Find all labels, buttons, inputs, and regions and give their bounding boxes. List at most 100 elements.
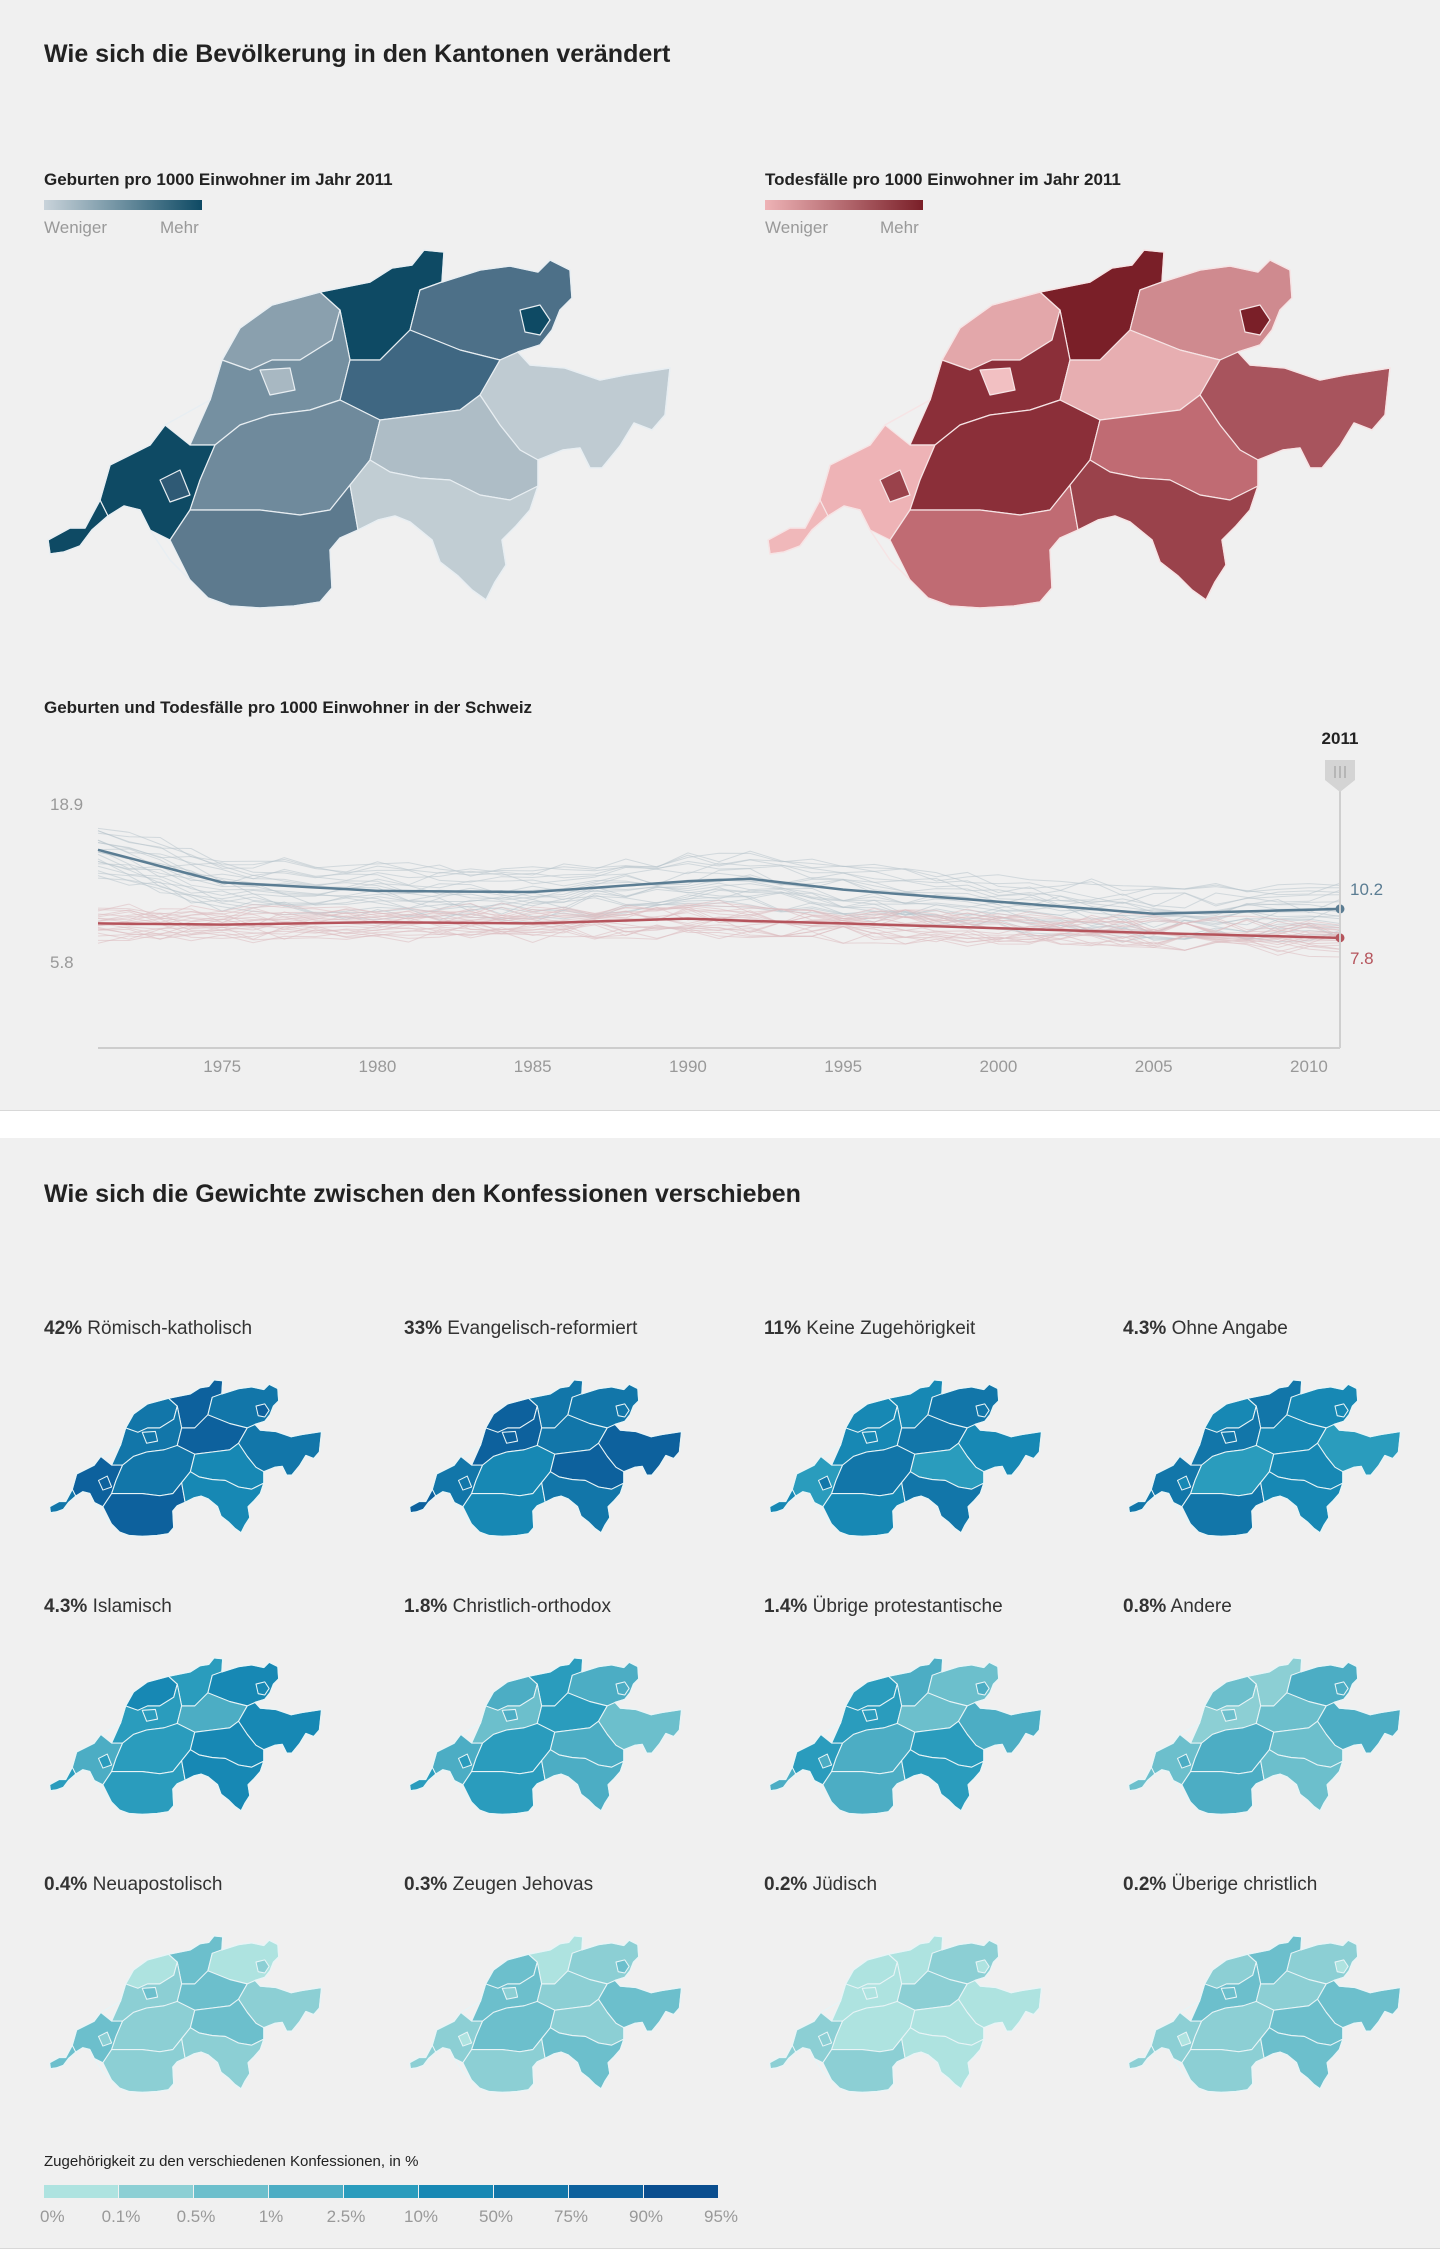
religion-map[interactable]: [766, 1362, 1046, 1542]
canton-region: [47, 499, 109, 555]
country-outline: [767, 249, 1391, 609]
religion-percent: 0.8%: [1123, 1596, 1167, 1617]
scale-title: Zugehörigkeit zu den verschiedenen Konfe…: [44, 2153, 419, 2170]
canton-line: [97, 899, 1341, 929]
religion-percent: 4.3%: [44, 1596, 88, 1617]
canton-line: [97, 842, 1341, 908]
canton-region: [255, 1959, 270, 1974]
canton-region: [97, 2031, 113, 2047]
religion-map[interactable]: [46, 1918, 326, 2098]
population-panel: Wie sich die Bevölkerung in den Kantonen…: [0, 0, 1440, 1111]
canton-line: [97, 851, 1341, 922]
country-outline: [1127, 1657, 1402, 1816]
deaths-legend-bar: [765, 200, 923, 210]
religion-percent: 42%: [44, 1318, 83, 1339]
canton-line: [97, 919, 1341, 942]
canton-line: [97, 924, 1341, 948]
canton-region: [1239, 304, 1271, 336]
country-outline: [47, 249, 671, 609]
religion-map[interactable]: [1125, 1918, 1405, 2098]
canton-line: [97, 839, 1341, 909]
religion-map[interactable]: [766, 1640, 1046, 1820]
x-tick-label: 1975: [203, 1057, 241, 1076]
x-tick-label: 2010: [1290, 1057, 1328, 1076]
canton-line: [97, 903, 1341, 937]
canton-region: [1334, 1959, 1349, 1974]
country-outline: [1127, 1935, 1402, 2094]
canton-region: [1220, 1986, 1238, 2000]
religion-label: 33% Evangelisch-reformiert: [404, 1318, 637, 1340]
religion-map[interactable]: [766, 1918, 1046, 2098]
scale-swatch: [419, 2185, 493, 2198]
x-tick-label: 2000: [980, 1057, 1018, 1076]
religion-name: Neuapostolisch: [87, 1874, 223, 1895]
religion-name: Islamisch: [87, 1596, 172, 1617]
scale-tick-label: 90%: [628, 2207, 664, 2226]
religion-percent: 0.2%: [1123, 1874, 1167, 1895]
religion-map[interactable]: [1125, 1640, 1405, 1820]
canton-region: [861, 1986, 879, 2000]
scale-tick-label: 10%: [403, 2207, 439, 2226]
religion-percent: 0.3%: [404, 1874, 448, 1895]
x-tick-label: 1985: [514, 1057, 552, 1076]
religion-map[interactable]: [1125, 1362, 1405, 1542]
religion-map[interactable]: [46, 1640, 326, 1820]
births-legend-more: Mehr: [160, 218, 199, 237]
canton-region: [615, 1681, 630, 1696]
scale-tick-label: 75%: [553, 2207, 589, 2226]
religion-map[interactable]: [406, 1918, 686, 2098]
canton-region: [615, 1403, 630, 1418]
canton-region: [159, 469, 191, 503]
religion-label: 4.3% Islamisch: [44, 1596, 172, 1618]
religion-label: 11% Keine Zugehörigkeit: [764, 1318, 975, 1340]
canton-line: [97, 916, 1341, 939]
canton-region: [1220, 1430, 1238, 1444]
canton-line: [97, 861, 1341, 928]
religion-map[interactable]: [406, 1362, 686, 1542]
canton-line: [97, 905, 1341, 934]
canton-region: [141, 1986, 159, 2000]
canton-region: [141, 1430, 159, 1444]
canton-line: [97, 839, 1341, 914]
canton-region: [1334, 1681, 1349, 1696]
deaths-map-title: Todesfälle pro 1000 Einwohner im Jahr 20…: [765, 170, 1121, 189]
canton-region: [817, 1753, 833, 1769]
country-outline: [408, 1657, 683, 1816]
births-canton-map[interactable]: [40, 210, 680, 620]
canton-region: [457, 1475, 473, 1491]
scale-tick-label: 0%: [40, 2207, 65, 2226]
canton-region: [975, 1681, 990, 1696]
religion-label: 42% Römisch-katholisch: [44, 1318, 252, 1340]
country-outline: [768, 1379, 1043, 1538]
scale-swatch: [344, 2185, 418, 2198]
series-line: [97, 917, 1341, 940]
religion-label: 0.2% Jüdisch: [764, 1874, 877, 1896]
canton-region: [457, 1753, 473, 1769]
canton-region: [259, 367, 296, 396]
year-marker-label: 2011: [1322, 729, 1359, 748]
religion-name: Überige christlich: [1166, 1874, 1318, 1895]
scale-swatch: [269, 2185, 343, 2198]
religion-map[interactable]: [406, 1640, 686, 1820]
canton-line: [97, 908, 1341, 940]
canton-region: [1176, 1475, 1192, 1491]
deaths-canton-map[interactable]: [760, 210, 1400, 620]
religion-map[interactable]: [46, 1362, 326, 1542]
religion-name: Übrige protestantische: [807, 1596, 1003, 1617]
religion-name: Jüdisch: [807, 1874, 878, 1895]
canton-region: [979, 367, 1016, 396]
births-legend-bar: [44, 200, 202, 210]
series-line: [97, 848, 1341, 916]
country-outline: [48, 1379, 323, 1538]
births-legend-less: Weniger: [44, 218, 107, 237]
canton-region: [817, 2031, 833, 2047]
canton-region: [97, 1475, 113, 1491]
canton-region: [141, 1708, 159, 1722]
births-deaths-line-chart[interactable]: 18.9 5.8 1975 1980 1985 1990 1995 2000 2005 2010 1…: [0, 720, 1440, 1100]
canton-region: [519, 304, 551, 336]
religion-label: 0.3% Zeugen Jehovas: [404, 1874, 593, 1896]
canton-region: [1334, 1403, 1349, 1418]
religion-label: 0.8% Andere: [1123, 1596, 1232, 1618]
country-outline: [768, 1935, 1043, 2094]
scale-tick-label: 0.5%: [176, 2207, 216, 2226]
